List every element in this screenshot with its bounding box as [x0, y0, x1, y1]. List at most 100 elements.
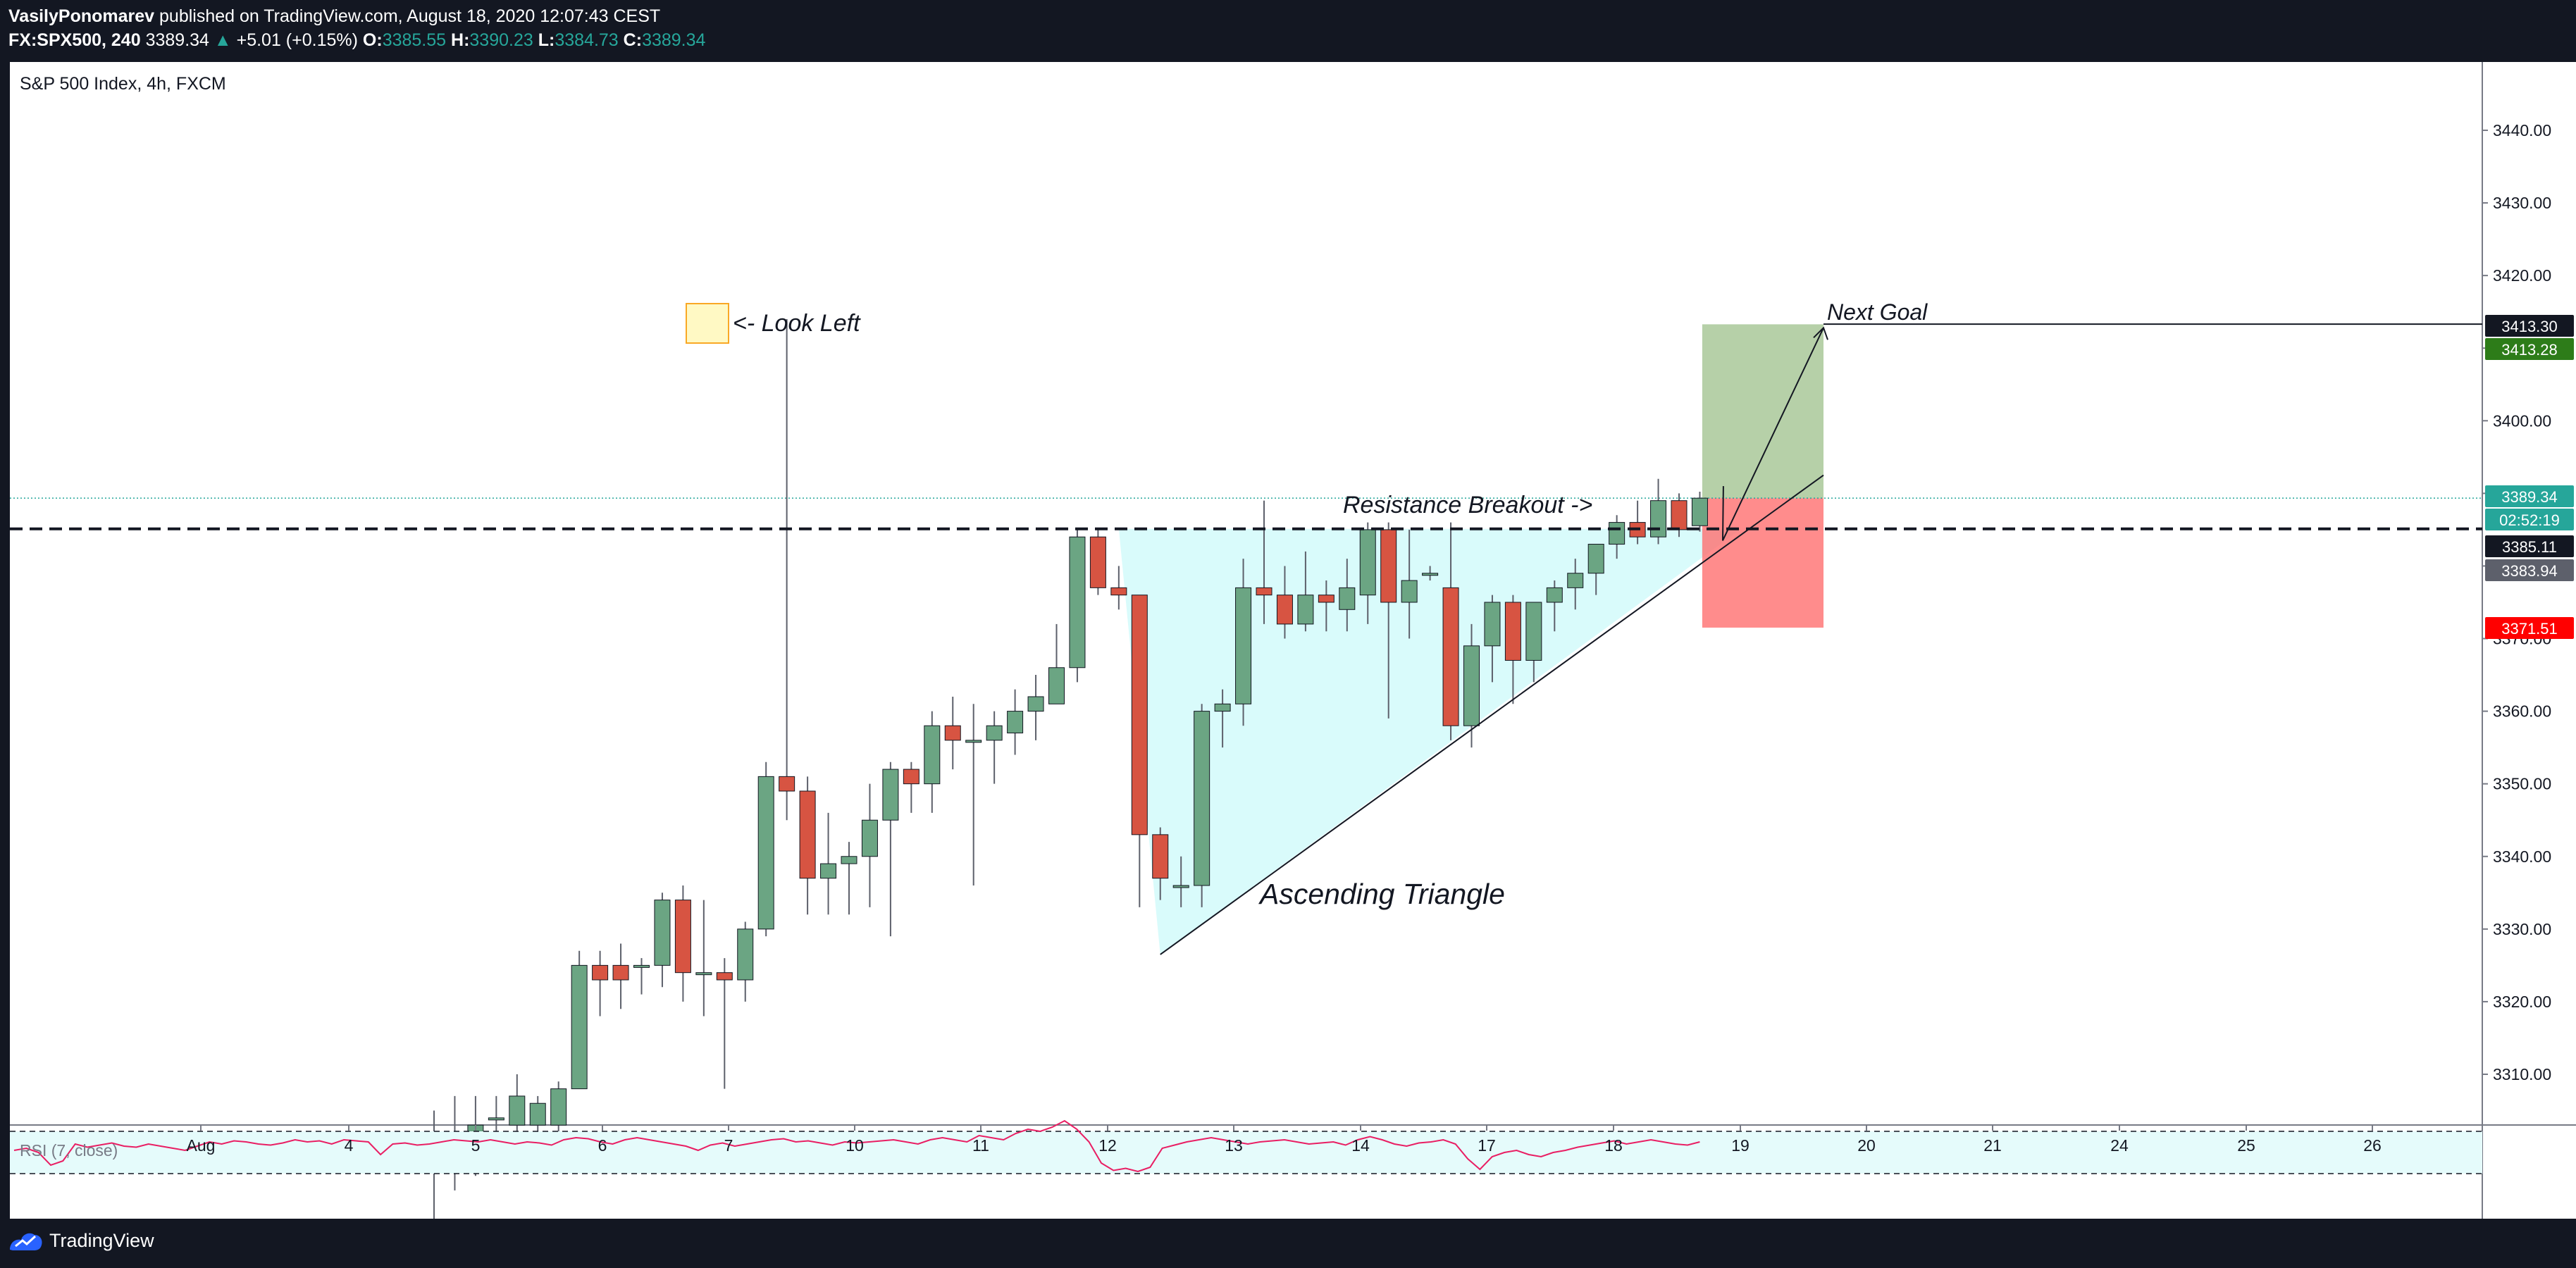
date-tick-label: 18	[1604, 1136, 1623, 1155]
last-price: 3389.34	[145, 30, 209, 50]
candle-up	[1359, 529, 1376, 596]
pattern-annotation: Ascending Triangle	[1258, 878, 1505, 910]
author-name[interactable]: VasilyPonomarev	[8, 6, 155, 26]
candle-up	[1172, 885, 1189, 888]
candle-up	[1484, 602, 1501, 647]
candle-up	[529, 1102, 546, 1126]
price-tick-label: 3310.00	[2493, 1065, 2551, 1083]
price-axis[interactable]	[2482, 62, 2576, 1219]
rsi-label: RSI (7, close)	[20, 1141, 118, 1160]
date-tick-label: 21	[1983, 1136, 2002, 1155]
candle-down	[944, 725, 961, 741]
price-tick-label: 3350.00	[2493, 775, 2551, 793]
price-change: +5.01 (+0.15%)	[236, 30, 358, 50]
price-tick-label: 3440.00	[2493, 121, 2551, 139]
candle-up	[488, 1117, 504, 1121]
rsi-band	[10, 1131, 2482, 1174]
candle-up	[1048, 667, 1065, 704]
candle-up	[509, 1095, 526, 1126]
resistance-breakout-annotation: Resistance Breakout ->	[1343, 492, 1592, 518]
price-tag-label: 3383.94	[2501, 562, 2558, 580]
candle-up	[633, 964, 650, 968]
date-tick-label: Aug	[187, 1136, 216, 1155]
candle-down	[1671, 500, 1688, 530]
candle-up	[1235, 587, 1252, 704]
price-tag-label: 3413.28	[2501, 341, 2558, 359]
footer-bar: TradingView	[0, 1219, 2576, 1268]
date-tick-label: 26	[2363, 1136, 2382, 1155]
price-tag	[2485, 535, 2574, 557]
candle-up	[1422, 573, 1439, 576]
candle-down	[1318, 595, 1335, 603]
symbol-interval: FX:SPX500, 240	[8, 30, 141, 50]
price-tag-label: 3413.30	[2501, 318, 2558, 335]
price-tag	[2485, 559, 2574, 581]
candle-down	[716, 972, 733, 981]
date-tick-label: 19	[1731, 1136, 1750, 1155]
high-value: 3390.23	[469, 30, 533, 50]
candle-down	[674, 900, 691, 974]
chart-area[interactable]: <- Look Left Resistance Breakout -> Ascend…	[0, 62, 2576, 1219]
date-tick-label: 10	[846, 1136, 864, 1155]
candle-up	[1691, 497, 1708, 526]
price-tag	[2485, 617, 2574, 639]
tradingview-logo[interactable]: TradingView	[8, 1229, 154, 1253]
date-tick-label: 6	[598, 1136, 607, 1155]
published-text: published on TradingView.com, August 18,…	[159, 6, 661, 26]
date-tick-label: 13	[1225, 1136, 1243, 1155]
candle-up	[1546, 587, 1563, 603]
ascending-triangle-fill	[1118, 528, 1742, 955]
price-tag	[2485, 315, 2574, 337]
candle-down	[1380, 529, 1397, 603]
candle-up	[1401, 580, 1418, 603]
close-label: C:	[623, 30, 643, 50]
candle-up	[1463, 645, 1480, 726]
low-value: 3384.73	[555, 30, 619, 50]
candle-down	[1152, 834, 1169, 879]
next-goal-annotation: Next Goal	[1827, 299, 1928, 325]
price-tick-label: 3330.00	[2493, 920, 2551, 938]
candle-up	[1214, 703, 1231, 712]
tradingview-logo-icon	[10, 1233, 42, 1250]
tradingview-logo-text: TradingView	[49, 1229, 154, 1251]
candle-up	[1194, 711, 1210, 886]
candle-down	[779, 776, 795, 792]
publish-line: VasilyPonomarev published on TradingView…	[8, 4, 660, 28]
candle-down	[1131, 595, 1148, 835]
date-tick-label: 24	[2110, 1136, 2129, 1155]
candle-down	[1442, 587, 1459, 726]
candle-down	[1504, 602, 1521, 661]
candle-up	[924, 725, 941, 785]
price-tag	[2485, 485, 2574, 507]
price-tick-label: 3320.00	[2493, 993, 2551, 1011]
date-tick-label: 11	[972, 1136, 989, 1155]
date-tick-label: 25	[2237, 1136, 2255, 1155]
support-trendline	[1160, 474, 1824, 955]
open-value: 3385.55	[382, 30, 447, 50]
close-value: 3389.34	[642, 30, 706, 50]
candle-up	[1609, 522, 1626, 545]
price-tick-label: 3360.00	[2493, 702, 2551, 721]
look-left-marker	[686, 303, 729, 344]
candle-down	[592, 964, 609, 981]
rsi-line	[13, 1119, 1700, 1173]
candle-up	[1650, 500, 1667, 537]
candle-up	[571, 964, 588, 1090]
projection-arrowhead	[1813, 326, 1828, 340]
candle-up	[695, 972, 712, 976]
symbol-legend: FX:SPX500, 240 3389.34 ▲ +5.01 (+0.15%) …	[8, 28, 705, 52]
candle-up	[1587, 544, 1604, 574]
price-tick-label: 3430.00	[2493, 194, 2551, 212]
candle-down	[1256, 587, 1272, 596]
look-left-annotation: <- Look Left	[733, 310, 861, 337]
candle-up	[986, 725, 1003, 741]
date-tick-label: 20	[1857, 1136, 1876, 1155]
price-tag	[2485, 338, 2574, 360]
date-tick-label: 5	[471, 1136, 481, 1155]
stop-zone	[1702, 498, 1823, 628]
target-zone	[1702, 324, 1823, 499]
chart-title: S&P 500 Index, 4h, FXCM	[20, 74, 226, 94]
low-label: L:	[538, 30, 555, 50]
candle-up	[965, 740, 982, 743]
candle-up	[882, 769, 899, 821]
